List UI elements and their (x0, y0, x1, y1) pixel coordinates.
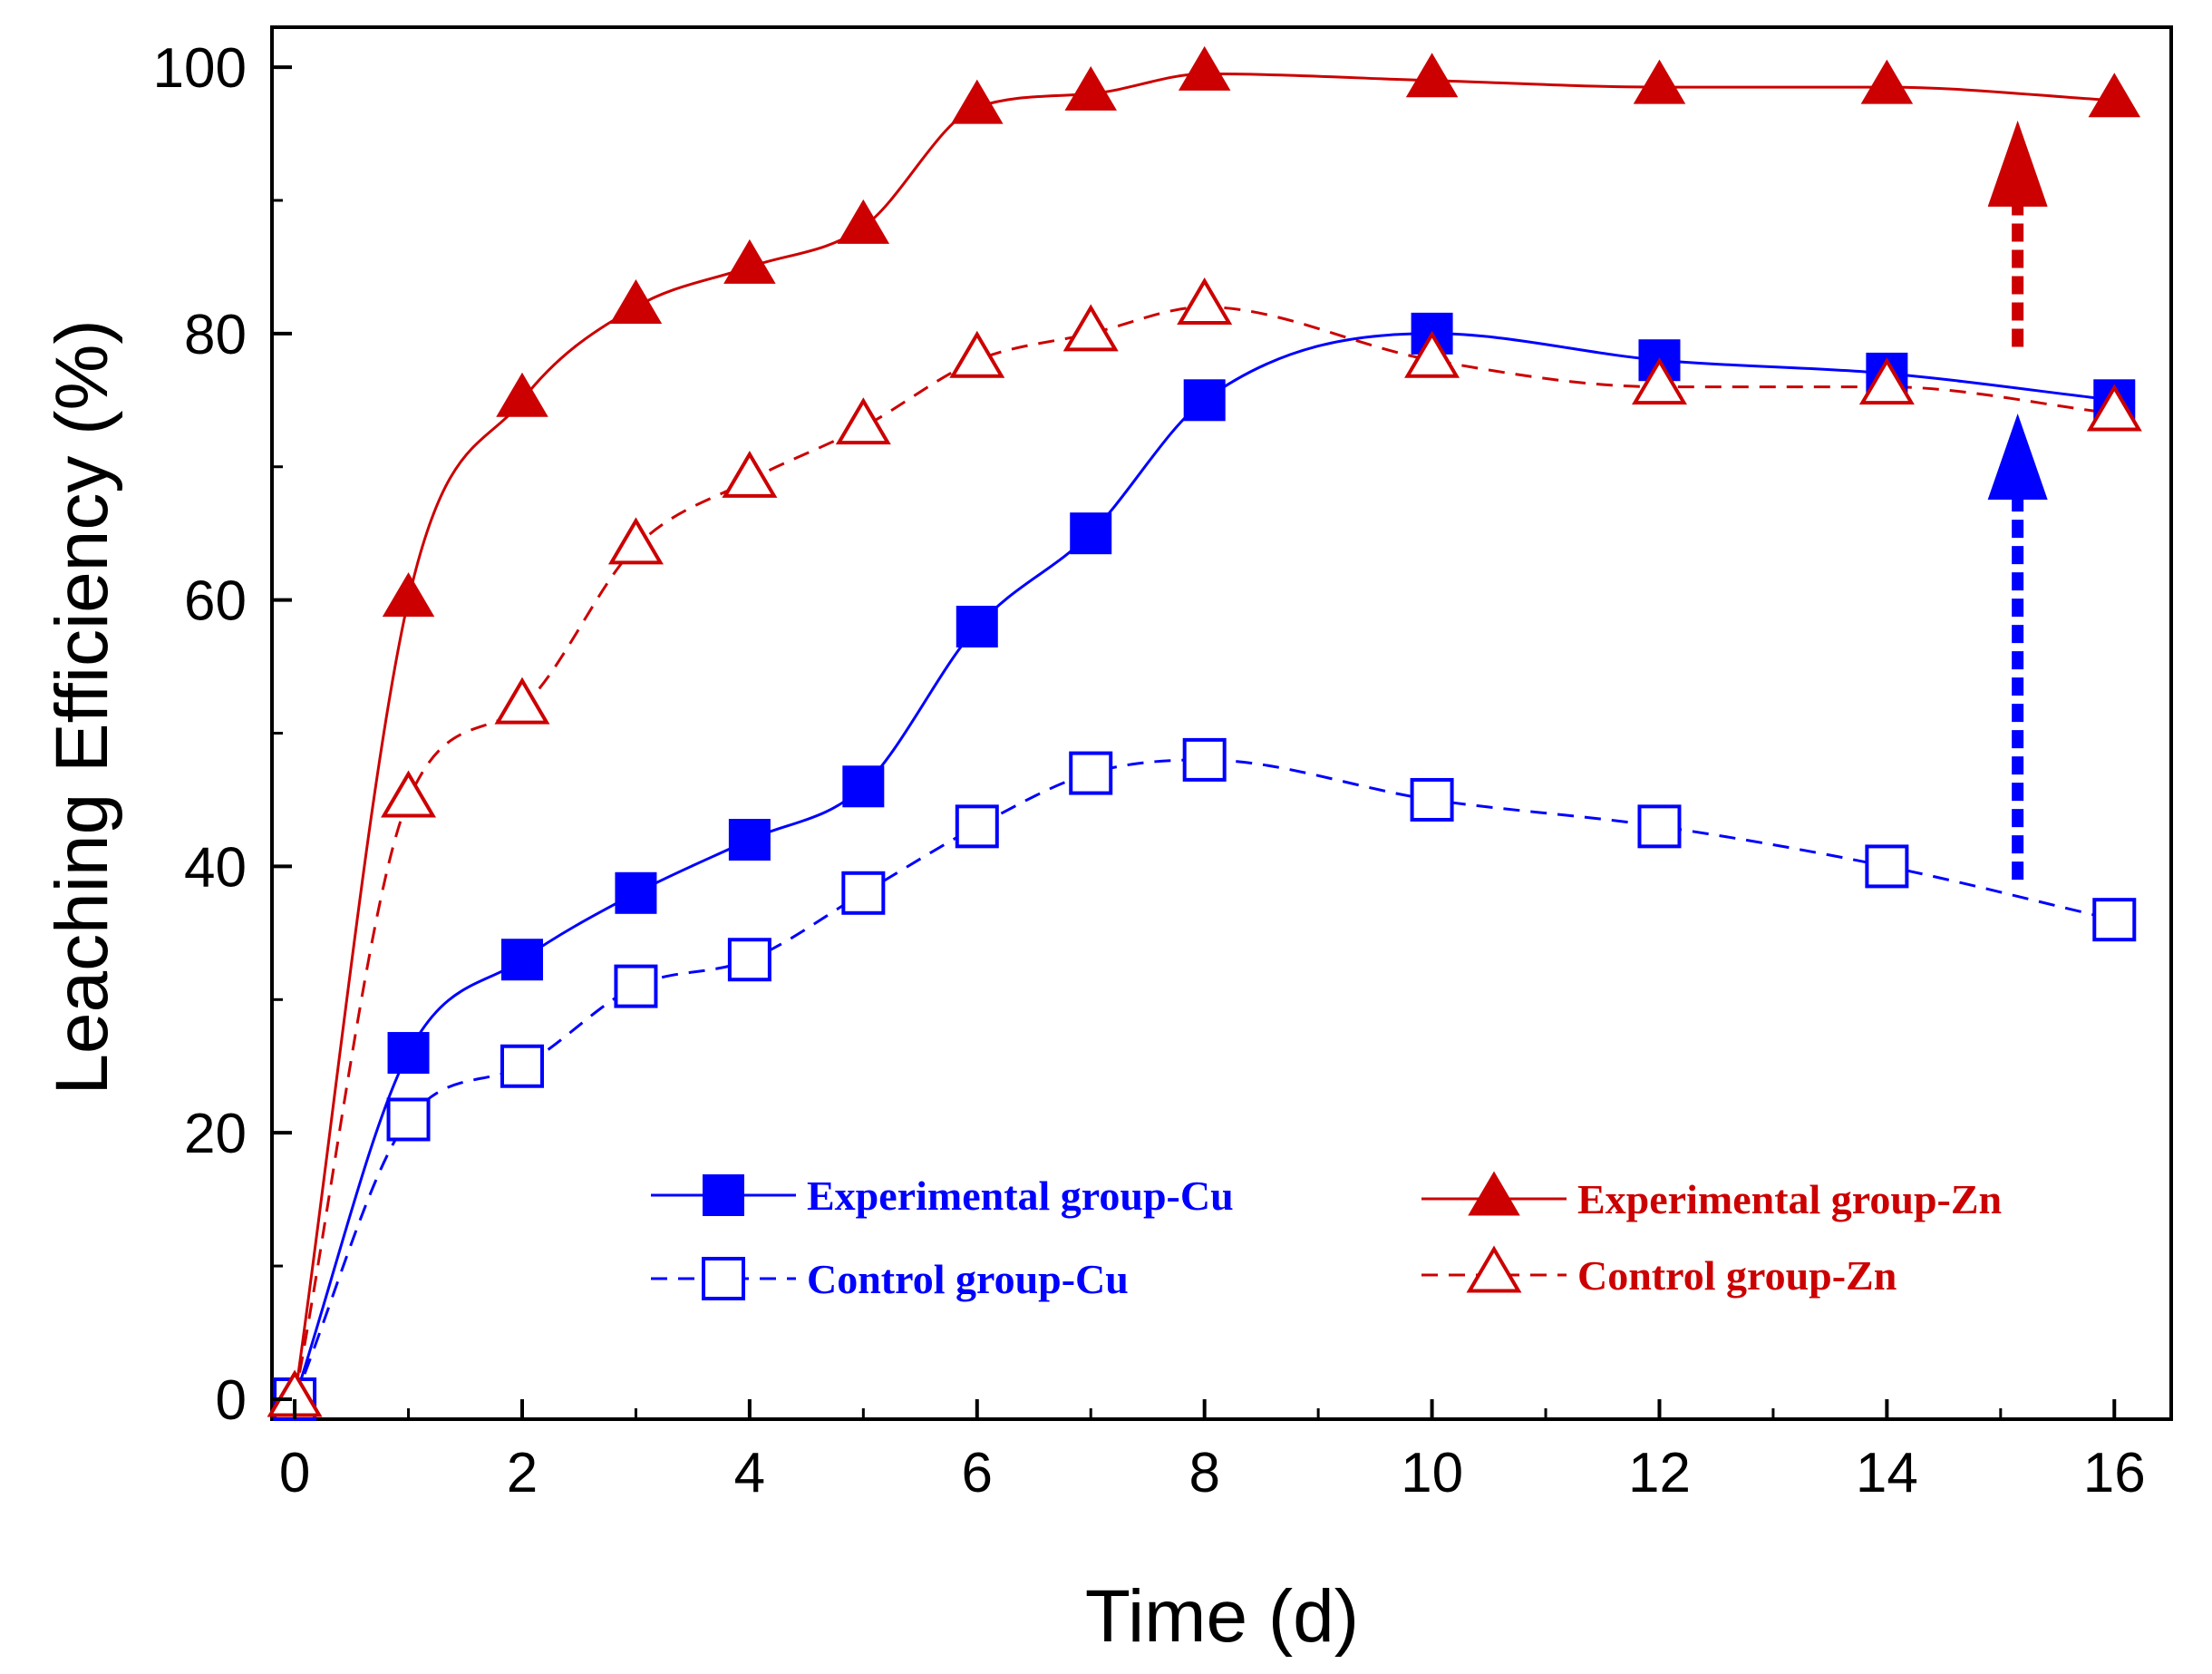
data-point-1-8 (1182, 737, 1227, 782)
data-point-1-5 (841, 871, 886, 915)
data-point-1-11 (1865, 844, 1909, 889)
data-point-1-12 (2092, 898, 2137, 942)
data-point-0-3 (615, 871, 657, 914)
legend-marker (1466, 1245, 1522, 1293)
data-point-3-1 (381, 770, 437, 818)
data-point-0-1 (387, 1032, 430, 1075)
data-point-1-7 (1069, 751, 1113, 795)
x-tick-label: 12 (1628, 1442, 1691, 1504)
data-point-1-3 (614, 964, 658, 1008)
data-point-1-9 (1410, 777, 1454, 822)
data-point-3-3 (607, 517, 664, 565)
legend-label: Experimental group-Zn (1577, 1176, 2002, 1222)
data-point-3-4 (722, 450, 778, 498)
data-point-3-11 (1858, 357, 1915, 405)
data-point-0-7 (1070, 512, 1112, 555)
data-point-3-12 (2086, 384, 2142, 432)
y-tick-label: 20 (184, 1103, 247, 1165)
plot-frame (270, 25, 2173, 1421)
data-point-3-5 (835, 397, 891, 445)
legend-marker (1468, 1171, 1520, 1216)
y-tick-label: 60 (184, 570, 247, 633)
legend-label: Control group-Zn (1577, 1252, 1897, 1299)
legend: Experimental group-Cu Control group-Cu Exp… (651, 1171, 2002, 1302)
annotation-arrow-head-1 (1987, 413, 2048, 500)
data-point-1-4 (727, 938, 771, 982)
y-tick-label: 100 (153, 37, 247, 100)
data-point-2-4 (723, 238, 776, 284)
x-tick-label: 14 (1856, 1442, 1918, 1504)
data-point-2-10 (1633, 59, 1686, 104)
series-line-3 (293, 306, 2115, 1400)
data-point-1-1 (386, 1097, 431, 1142)
x-tick-label: 10 (1401, 1442, 1463, 1504)
data-point-3-7 (1062, 304, 1119, 352)
data-point-2-9 (1405, 53, 1459, 98)
y-axis-title: Leaching Efficiency (%) (41, 319, 123, 1095)
annotation-arrows (1987, 120, 2048, 881)
data-point-0-2 (500, 939, 543, 981)
x-tick-label: 8 (1188, 1442, 1219, 1504)
data-point-3-8 (1177, 277, 1233, 325)
annotation-arrow-head-0 (1987, 120, 2048, 207)
data-point-1-10 (1637, 804, 1682, 849)
data-point-1-6 (955, 804, 999, 849)
x-tick-label: 2 (507, 1442, 538, 1504)
legend-marker (703, 1174, 744, 1216)
legend-marker (702, 1257, 745, 1300)
data-point-0-8 (1183, 379, 1226, 422)
legend-label: Control group-Cu (807, 1256, 1129, 1302)
data-point-2-3 (609, 278, 663, 324)
data-point-0-4 (728, 819, 771, 861)
series-markers (267, 45, 2142, 1421)
y-tick-label: 40 (184, 836, 247, 899)
data-point-3-2 (494, 676, 550, 725)
x-tick-label: 16 (2083, 1442, 2146, 1504)
x-tick-label: 4 (734, 1442, 765, 1504)
axes: 0 2 4 6 8 10 12 14 16 0 20 40 60 80 100 (153, 37, 2146, 1504)
x-tick-label: 0 (279, 1442, 310, 1504)
data-point-1-2 (500, 1044, 544, 1088)
series-line-0 (293, 332, 2115, 1400)
series-line-1 (293, 758, 2115, 1400)
data-point-3-10 (1631, 357, 1687, 405)
data-point-2-12 (2088, 73, 2141, 118)
data-point-2-6 (951, 79, 1004, 124)
data-point-2-5 (837, 199, 890, 244)
data-point-2-1 (382, 572, 435, 618)
data-point-2-7 (1064, 65, 1117, 111)
data-point-2-8 (1178, 45, 1231, 91)
data-point-3-9 (1404, 330, 1460, 378)
legend-label: Experimental group-Cu (807, 1173, 1234, 1219)
y-tick-label: 0 (216, 1369, 247, 1432)
x-tick-label: 6 (962, 1442, 993, 1504)
data-point-2-11 (1860, 59, 1914, 104)
y-tick-label: 80 (184, 304, 247, 366)
x-axis-title: Time (d) (1085, 1575, 1359, 1658)
data-point-0-6 (956, 606, 998, 648)
data-point-0-5 (842, 765, 885, 808)
data-point-2-2 (496, 372, 548, 417)
data-point-3-6 (949, 330, 1005, 378)
